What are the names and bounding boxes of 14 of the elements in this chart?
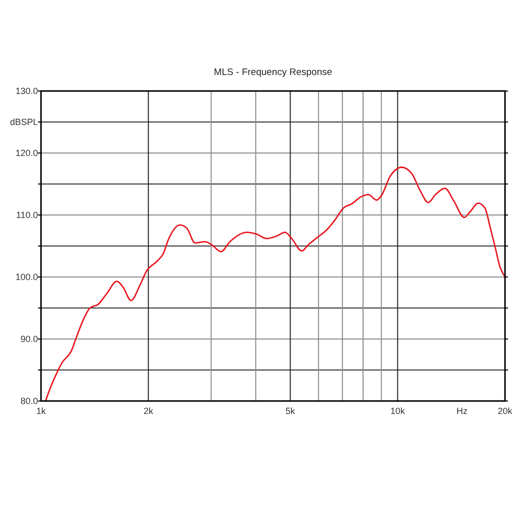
x-tick-label: 1k xyxy=(36,406,46,416)
x-tick-label: 10k xyxy=(390,406,406,416)
y-tick-label: 80.0 xyxy=(20,396,38,406)
y-tick-label: 130.0 xyxy=(15,86,38,96)
chart-title: MLS - Frequency Response xyxy=(214,67,332,78)
y-tick-label: 100.0 xyxy=(15,272,38,282)
y-tick-label: 120.0 xyxy=(15,148,38,158)
x-tick-label: 5k xyxy=(286,406,296,416)
x-axis-title: Hz xyxy=(456,406,468,416)
y-tick-label: 110.0 xyxy=(16,210,38,220)
x-tick-label: 20k xyxy=(498,406,513,416)
y-axis-title: dBSPL xyxy=(10,117,38,128)
y-tick-label: 90.0 xyxy=(20,334,38,344)
x-tick-label: 2k xyxy=(144,406,154,416)
